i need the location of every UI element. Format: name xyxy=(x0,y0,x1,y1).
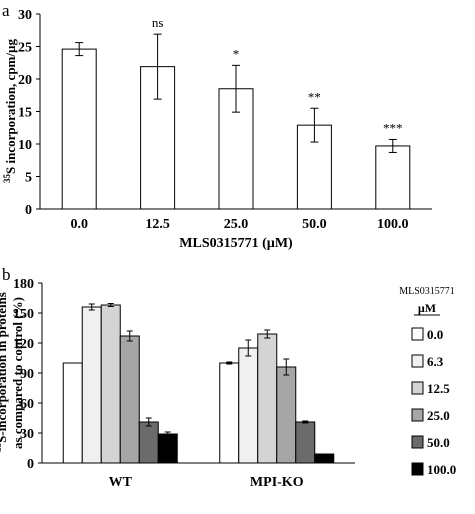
legend-label: 100.0 xyxy=(427,462,456,477)
panel-b-bar xyxy=(138,421,159,464)
panel-a-x-tick-label: 0.0 xyxy=(70,217,88,232)
panel-a-bar xyxy=(375,145,411,210)
legend-title: MLS0315771 xyxy=(399,286,455,297)
panel-b-bar xyxy=(238,347,259,464)
panel-b-bar xyxy=(257,333,278,464)
panel-b-bar xyxy=(314,453,335,464)
panel-b-y-tick-label: 60 xyxy=(20,397,34,412)
panel-a-y-tick-label: 0 xyxy=(25,203,32,218)
legend-label: 25.0 xyxy=(427,408,450,423)
panel-a-y-tick-label: 30 xyxy=(18,8,32,23)
panel-b-y-axis-label-line2: as compared to control (%) xyxy=(10,297,25,449)
panel-b-y-axis-label-line1: S-incorporation in proteins xyxy=(0,292,9,443)
panel-b-legend: MLS0315771 µM 0.0 6.3 12.5 25.0 50.0 100.0 xyxy=(399,286,456,477)
panel-a-significance-label: ** xyxy=(308,89,321,104)
panel-a-x-tick-label: 25.0 xyxy=(224,217,249,232)
panel-b-bar xyxy=(62,362,83,464)
panel-a-y-tick-label: 15 xyxy=(18,106,32,121)
panel-b-bar xyxy=(219,362,240,464)
panel-a-y-tick-label: 25 xyxy=(18,41,32,56)
panel-b-x-tick-label: MPI-KO xyxy=(250,475,304,490)
panel-a-significance-label: ns xyxy=(152,15,164,30)
legend-swatch xyxy=(411,354,424,368)
panel-b-y-tick-label: 30 xyxy=(20,427,34,442)
panel-b-y-tick-label: 90 xyxy=(20,367,34,382)
panel-b-bar xyxy=(157,433,178,464)
panel-b-y-tick-label: 180 xyxy=(13,277,34,292)
panel-b-bar xyxy=(119,335,140,464)
panel-b-label: b xyxy=(2,265,11,284)
legend-swatch xyxy=(411,408,424,422)
panel-a-x-axis-label: MLS0315771 (µM) xyxy=(179,236,293,251)
legend-swatch xyxy=(411,327,424,341)
panel-a-x-tick-label: 100.0 xyxy=(377,217,409,232)
panel-b-bar xyxy=(276,366,297,464)
panel-b-y-axis-label-sup: 35 xyxy=(0,442,3,452)
panel-a-significance-label: *** xyxy=(383,120,403,135)
panel-a-bar xyxy=(61,48,97,210)
panel-b-y-tick-label: 120 xyxy=(13,337,34,352)
panel-a-y-tick-label: 10 xyxy=(18,138,32,153)
legend-unit: µM xyxy=(418,301,436,315)
panel-b-y-axis-label: 35S-incorporation in proteins xyxy=(0,292,9,452)
panel-a-x-tick-label: 50.0 xyxy=(302,217,327,232)
panel-a-y-axis-label-sup: 35 xyxy=(2,173,12,183)
panel-b-bar xyxy=(100,304,121,464)
panel-b-y-tick-label: 0 xyxy=(27,457,34,472)
legend-label: 6.3 xyxy=(427,354,444,369)
panel-b-y-tick-label: 150 xyxy=(13,307,34,322)
panel-a-x-tick-label: 12.5 xyxy=(145,217,170,232)
panel-a-y-tick-label: 20 xyxy=(18,73,32,88)
panel-a-y-axis-label: 35S incorporation, cpm/µg xyxy=(2,39,18,183)
legend-label: 12.5 xyxy=(427,381,450,396)
panel-b-bar xyxy=(295,421,316,464)
panel-a-y-axis-label-main: S incorporation, cpm/µg xyxy=(3,39,18,174)
panel-b-x-tick-label: WT xyxy=(109,475,133,490)
panel-a-significance-label: * xyxy=(233,46,240,61)
panel-b-bar xyxy=(81,306,102,464)
legend-label: 0.0 xyxy=(427,327,443,342)
panel-a-label: a xyxy=(2,1,10,20)
legend-swatch xyxy=(411,462,424,476)
legend-label: 50.0 xyxy=(427,435,450,450)
legend-swatch xyxy=(411,435,424,449)
panel-a-y-tick-label: 5 xyxy=(25,171,32,186)
legend-swatch xyxy=(411,381,424,395)
